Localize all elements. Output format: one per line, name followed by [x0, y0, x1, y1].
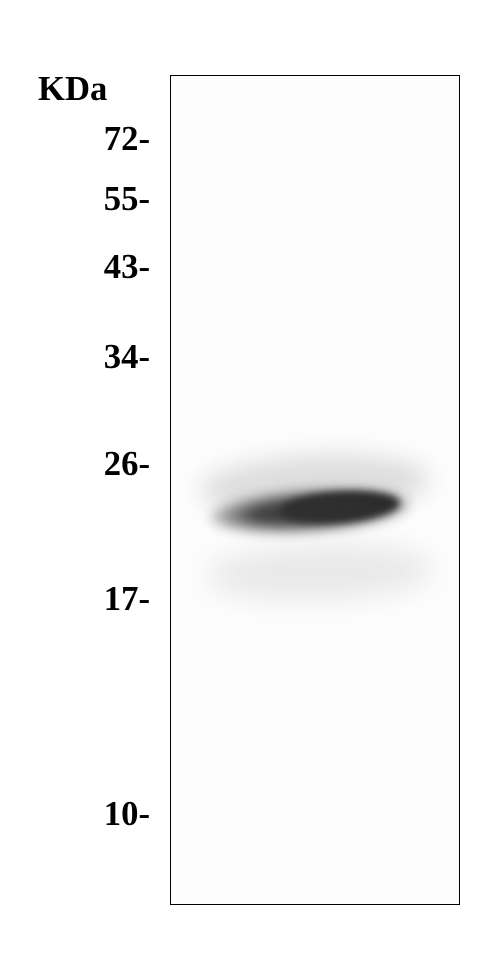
blot-canvas: KDa 72- 55- 43- 34- 26- 17- 10-: [0, 0, 500, 957]
marker-34kda: 34-: [104, 338, 150, 377]
marker-55kda: 55-: [104, 180, 150, 219]
blot-lane: [170, 75, 460, 905]
marker-72kda: 72-: [104, 120, 150, 159]
unit-label: KDa: [38, 70, 107, 109]
marker-43kda: 43-: [104, 248, 150, 287]
marker-17kda: 17-: [104, 580, 150, 619]
marker-10kda: 10-: [104, 795, 150, 834]
marker-26kda: 26-: [104, 445, 150, 484]
